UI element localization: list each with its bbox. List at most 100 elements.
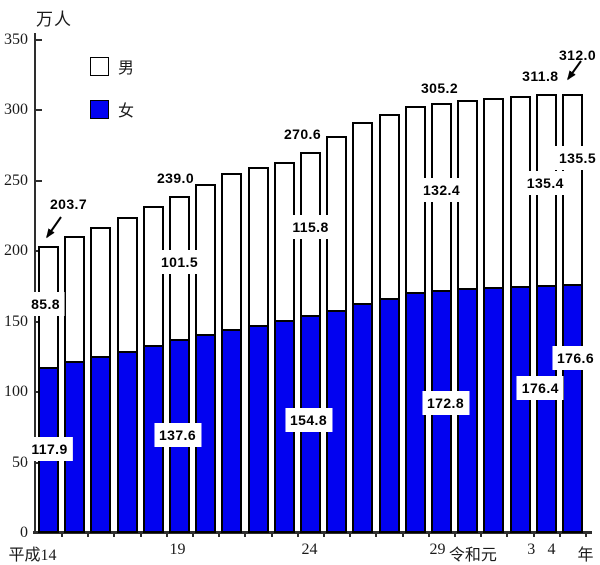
bar-23	[273, 161, 295, 533]
data-label-154.8: 154.8	[284, 407, 333, 432]
data-label-117.9: 117.9	[26, 436, 73, 461]
x-axis-tick	[270, 533, 273, 537]
data-label-203.7: 203.7	[49, 196, 88, 213]
y-axis-line	[34, 33, 36, 533]
bar-26	[352, 122, 374, 533]
x-axis-tick	[558, 533, 561, 537]
y-axis-tick-label: 0	[20, 524, 28, 541]
x-axis-tick	[113, 533, 116, 537]
bar-2	[509, 95, 531, 533]
bar-24	[300, 151, 321, 533]
x-axis-tick	[375, 533, 378, 537]
y-axis-tick-label: 150	[4, 312, 28, 330]
x-axis-tick	[165, 533, 168, 537]
bar-23-female-segment	[275, 320, 293, 531]
bar-21-female-segment	[223, 328, 241, 531]
x-axis-tick	[427, 533, 430, 537]
bar-3	[535, 93, 557, 533]
data-label-101.5: 101.5	[155, 249, 204, 274]
x-axis-tick	[192, 533, 194, 537]
data-label-311.8: 311.8	[522, 67, 559, 84]
x-axis-label: 令和元	[448, 547, 497, 564]
x-axis-tick	[532, 533, 535, 537]
x-axis-label: 4	[547, 541, 556, 558]
bar-26-female-segment	[354, 303, 372, 531]
bar-20	[195, 183, 217, 533]
data-label-172.8: 172.8	[421, 391, 470, 416]
bar-22-female-segment	[249, 324, 267, 531]
x-axis-label: 年	[577, 547, 594, 564]
legend-label-female: 女	[118, 103, 135, 120]
data-label-132.4: 132.4	[417, 178, 466, 203]
y-axis-tick-label: 100	[4, 383, 28, 401]
x-axis-tick	[87, 533, 90, 537]
data-label-270.6: 270.6	[283, 125, 322, 142]
x-axis-label: 平成14	[8, 547, 57, 564]
x-axis-tick	[323, 533, 325, 537]
x-axis-tick	[506, 533, 509, 537]
bar-16-female-segment	[92, 355, 110, 531]
data-label-137.6: 137.6	[153, 423, 202, 448]
x-axis-label: 24	[301, 541, 318, 558]
y-axis-unit-label: 万人	[36, 10, 72, 29]
x-axis-tick	[244, 533, 247, 537]
legend-item-female: 女	[90, 97, 134, 121]
y-axis-tick	[36, 39, 42, 41]
bar-30	[457, 99, 479, 533]
y-axis-tick-label: 300	[4, 101, 28, 119]
x-axis-tick	[218, 533, 221, 537]
x-axis-tick	[296, 533, 299, 537]
bar-21	[221, 173, 243, 533]
legend-item-male: 男	[90, 54, 134, 78]
bar-27-female-segment	[380, 298, 398, 531]
bar-25	[326, 136, 348, 533]
data-label-312.0: 312.0	[558, 46, 597, 63]
y-axis-tick-label: 200	[4, 242, 28, 260]
y-axis-tick-label: 250	[4, 171, 28, 189]
data-label-305.2: 305.2	[420, 80, 459, 97]
data-label-115.8: 115.8	[287, 215, 334, 240]
bar-27	[378, 113, 400, 533]
x-axis-tick	[61, 533, 63, 537]
data-label-135.5: 135.5	[553, 145, 600, 170]
bar-令和元	[483, 97, 505, 533]
data-label-135.4: 135.4	[521, 171, 569, 196]
bar-22	[247, 167, 269, 533]
y-axis-tick-label: 350	[4, 31, 28, 48]
data-label-176.6: 176.6	[551, 345, 600, 370]
x-axis-label: 3	[527, 541, 536, 558]
bar-15-female-segment	[66, 360, 84, 531]
bar-18	[142, 206, 164, 533]
x-axis-tick	[480, 533, 483, 537]
bar-3-female-segment	[537, 284, 555, 531]
x-axis-tick	[401, 533, 404, 537]
bar-20-female-segment	[197, 333, 215, 531]
data-label-85.8: 85.8	[26, 291, 65, 316]
y-axis-tick	[36, 109, 42, 112]
x-axis-tick	[139, 533, 142, 537]
bar-4-female-segment	[564, 284, 581, 531]
data-label-239.0: 239.0	[156, 170, 195, 187]
bar-平成14	[38, 246, 59, 533]
data-label-176.4: 176.4	[516, 375, 564, 400]
bar-17-female-segment	[118, 350, 136, 531]
bar-16	[90, 227, 112, 533]
callout-arrow-203.7	[46, 216, 62, 239]
bar-15	[64, 236, 86, 533]
legend-swatch-female	[90, 99, 109, 119]
bar-19	[169, 196, 190, 533]
y-axis-tick	[36, 179, 42, 182]
bar-25-female-segment	[328, 309, 346, 531]
bar-令和元-female-segment	[485, 286, 503, 531]
legend-swatch-male	[90, 56, 109, 76]
x-axis-tick	[585, 533, 587, 537]
x-axis-label: 19	[169, 541, 186, 558]
bar-29	[431, 103, 452, 533]
bar-2-female-segment	[511, 285, 529, 531]
legend-label-male: 男	[118, 60, 135, 77]
callout-arrow-312.0	[567, 60, 582, 81]
bar-18-female-segment	[144, 344, 162, 531]
bar-17	[116, 217, 138, 533]
bar-28	[404, 106, 426, 533]
